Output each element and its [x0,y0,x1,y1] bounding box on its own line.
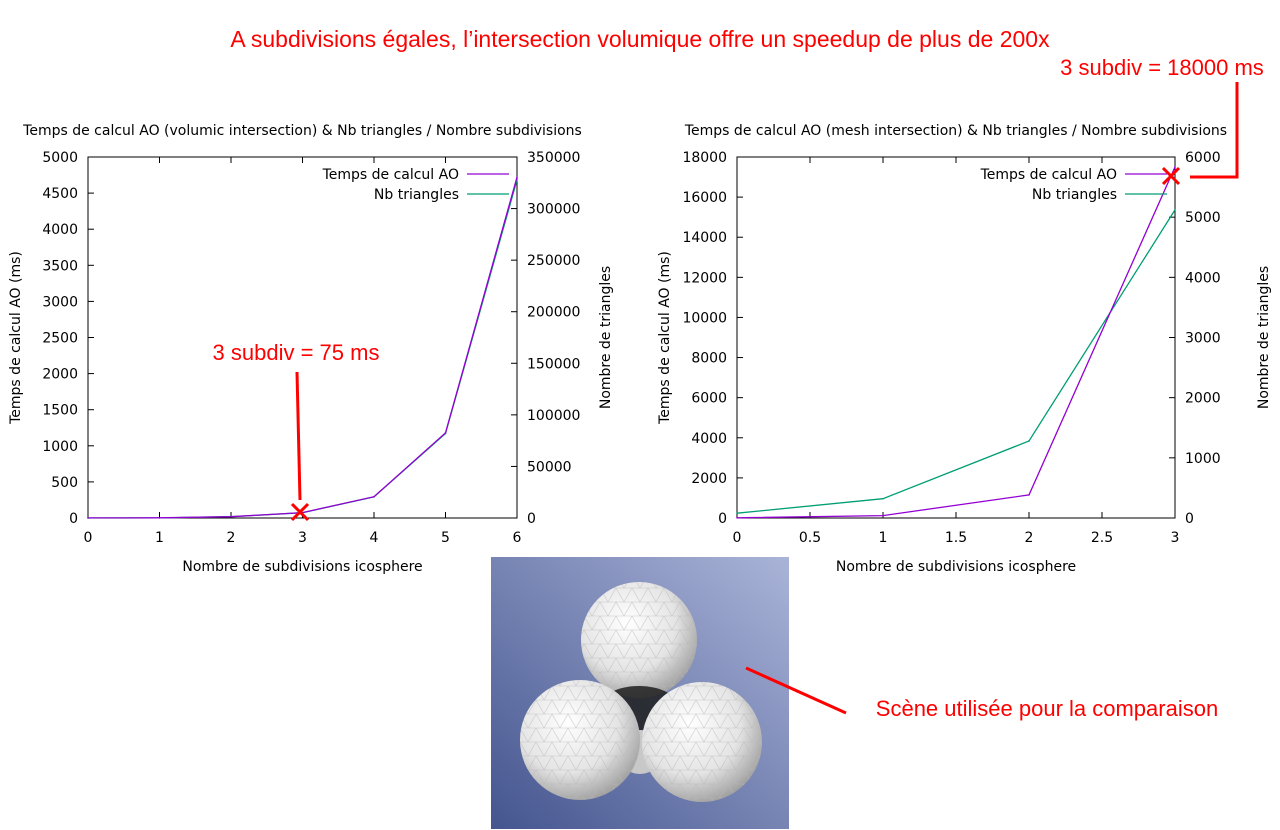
y-tick-label: 6000 [691,391,727,407]
y-tick-label: 500 [51,475,78,491]
point-temps [444,432,447,434]
y-axis-label: Temps de calcul AO (ms) [657,251,673,425]
x-tick-label: 1 [155,530,164,546]
point-temps [158,516,161,519]
x-tick-label: 1 [879,530,888,546]
headline: A subdivisions égales, l’intersection vo… [230,26,1050,52]
scene-caption: Scène utilisée pour la comparaison [876,696,1218,721]
scene-callout: Scène utilisée pour la comparaison [745,666,1218,721]
y-tick-label: 2000 [691,471,727,487]
left-callout-label: 3 subdiv = 75 ms [213,340,380,365]
y2-tick-label: 350000 [527,150,580,166]
scene-callout-arrow [745,666,847,715]
y-tick-label: 1000 [42,439,78,455]
y-tick-label: 14000 [682,230,727,246]
chart-title: Temps de calcul AO (volumic intersection… [22,123,582,139]
y2-tick-label: 0 [527,511,536,527]
y-tick-label: 2000 [42,367,78,383]
y2-axis-label: Nombre de triangles [598,266,614,409]
chart-title: Temps de calcul AO (mesh intersection) &… [684,123,1227,139]
x-tick-label: 6 [513,530,522,546]
y-tick-label: 4500 [42,186,78,202]
point-temps [1028,494,1030,496]
y2-tick-label: 300000 [527,202,580,218]
right-callout: 3 subdiv = 18000 ms [1060,55,1264,186]
point-temps [882,514,884,517]
right-callout-label: 3 subdiv = 18000 ms [1060,55,1264,80]
x-tick-label: 2 [1025,530,1034,546]
plot-frame [87,156,518,519]
x-tick-label: 5 [441,530,450,546]
point-temps [230,515,232,518]
x-tick-label: 4 [370,530,379,546]
y2-tick-label: 50000 [527,459,572,475]
x-tick-label: 2.5 [1091,530,1113,546]
point-temps [373,495,375,498]
x-axis-label: Nombre de subdivisions icosphere [182,559,422,575]
chart-volumic: Temps de calcul AO (volumic intersection… [8,123,614,575]
sphere-right [642,682,762,802]
point-triangles [882,497,884,500]
x-tick-label: 0 [733,530,742,546]
point-temps [87,517,89,519]
y-axis-label: Temps de calcul AO (ms) [8,251,24,425]
scene-image [491,557,789,829]
y2-tick-label: 200000 [527,305,580,321]
x-tick-label: 3 [1171,530,1180,546]
sphere-top [581,582,697,698]
y2-tick-label: 6000 [1185,150,1221,166]
legend-label: Nb triangles [374,187,459,203]
y2-tick-label: 250000 [527,253,580,269]
y-tick-label: 18000 [682,150,727,166]
y-tick-label: 12000 [682,270,727,286]
x-tick-label: 1.5 [945,530,967,546]
point-triangles [736,512,738,514]
y-tick-label: 3000 [42,294,78,310]
y2-tick-label: 3000 [1185,331,1221,347]
y-tick-label: 0 [718,511,727,527]
legend-label: Temps de calcul AO [322,167,459,183]
y-tick-label: 1500 [42,403,78,419]
x-tick-label: 2 [227,530,236,546]
x-tick-label: 0 [84,530,93,546]
x-axis-label: Nombre de subdivisions icosphere [836,559,1076,575]
y-tick-label: 0 [69,511,78,527]
series-line-temps [736,166,1176,519]
y2-tick-label: 0 [1185,511,1194,527]
y2-tick-label: 1000 [1185,451,1221,467]
point-triangles [1028,440,1030,442]
point-temps [736,516,738,519]
right-callout-arrow [1190,82,1239,179]
y2-axis-label: Nombre de triangles [1256,266,1272,409]
left-callout-arrow [295,371,302,501]
point-temps [1174,166,1176,168]
sphere-left [520,680,640,800]
y2-tick-label: 4000 [1185,270,1221,286]
chart-mesh: Temps de calcul AO (mesh intersection) &… [657,123,1272,575]
x-tick-label: 0.5 [799,530,821,546]
y-tick-label: 4000 [42,222,78,238]
series-line-triangles [736,209,1176,514]
y2-tick-label: 5000 [1185,210,1221,226]
left-callout: 3 subdiv = 75 ms [213,340,380,522]
y2-tick-label: 150000 [527,356,580,372]
legend-label: Temps de calcul AO [980,167,1117,183]
y-tick-label: 4000 [691,431,727,447]
legend-label: Nb triangles [1032,187,1117,203]
point-triangles [1174,209,1176,211]
y-tick-label: 8000 [691,351,727,367]
x-tick-label: 3 [298,530,307,546]
y-tick-label: 16000 [682,190,727,206]
y-tick-label: 5000 [42,150,78,166]
plot-frame [736,156,1176,519]
point-temps [516,176,518,179]
y-tick-label: 10000 [682,310,727,326]
y2-tick-label: 100000 [527,408,580,424]
y-tick-label: 2500 [42,331,78,347]
y2-tick-label: 2000 [1185,391,1221,407]
y-tick-label: 3500 [42,258,78,274]
